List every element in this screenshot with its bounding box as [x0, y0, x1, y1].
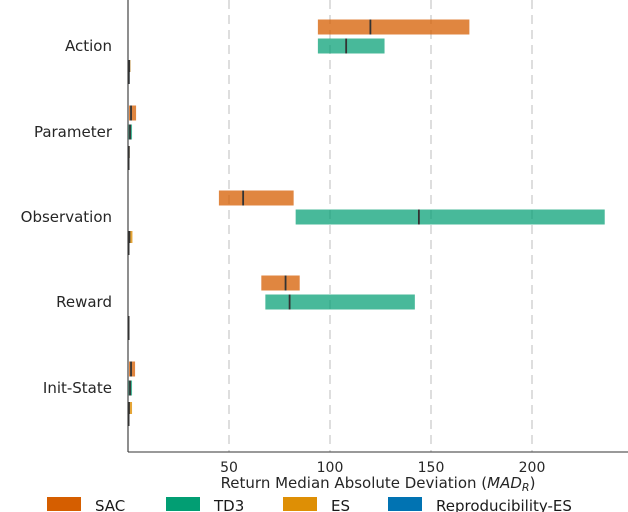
- labels: 50 100 150 200 Action Parameter Observation Rew…: [21, 37, 546, 476]
- x-tick-label: 100: [317, 460, 344, 476]
- category-label-observation: Observation: [21, 208, 112, 226]
- legend-label-td3: TD3: [213, 497, 244, 512]
- legend-swatch-td3: [166, 497, 200, 511]
- bar-td3-observation: [295, 209, 605, 225]
- legend-label-reproducibility-es: Reproducibility-ES: [436, 497, 572, 512]
- bar-td3-reward: [265, 294, 415, 310]
- bar-es-init-state: [128, 402, 133, 414]
- x-axis-label: Return Median Absolute Deviation (MADR): [221, 474, 536, 494]
- legend-swatch-sac: [47, 497, 81, 511]
- legend-swatch-reproducibility-es: [388, 497, 422, 511]
- bar-es-observation: [128, 231, 133, 243]
- legend-swatch-es: [283, 497, 317, 511]
- category-label-init-state: Init-State: [43, 379, 112, 397]
- grid-lines: [228, 0, 533, 452]
- legend-label-sac: SAC: [95, 497, 125, 512]
- category-label-action: Action: [65, 37, 112, 55]
- bar-sac-action: [317, 19, 470, 35]
- bar-sac-reward: [261, 275, 300, 291]
- axes: [127, 0, 628, 453]
- x-tick-label: 150: [418, 460, 445, 476]
- x-tick-label: 50: [220, 460, 238, 476]
- category-label-reward: Reward: [56, 293, 112, 311]
- legend: SAC TD3 ES Reproducibility-ES: [47, 497, 572, 512]
- legend-label-es: ES: [331, 497, 350, 512]
- bar-sac-init-state: [129, 361, 136, 377]
- bar-td3-action: [317, 38, 385, 54]
- bars: [127, 19, 605, 426]
- category-label-parameter: Parameter: [34, 123, 113, 141]
- bar-sac-parameter: [129, 105, 137, 121]
- x-tick-label: 200: [519, 460, 546, 476]
- bar-sac-observation: [218, 190, 294, 206]
